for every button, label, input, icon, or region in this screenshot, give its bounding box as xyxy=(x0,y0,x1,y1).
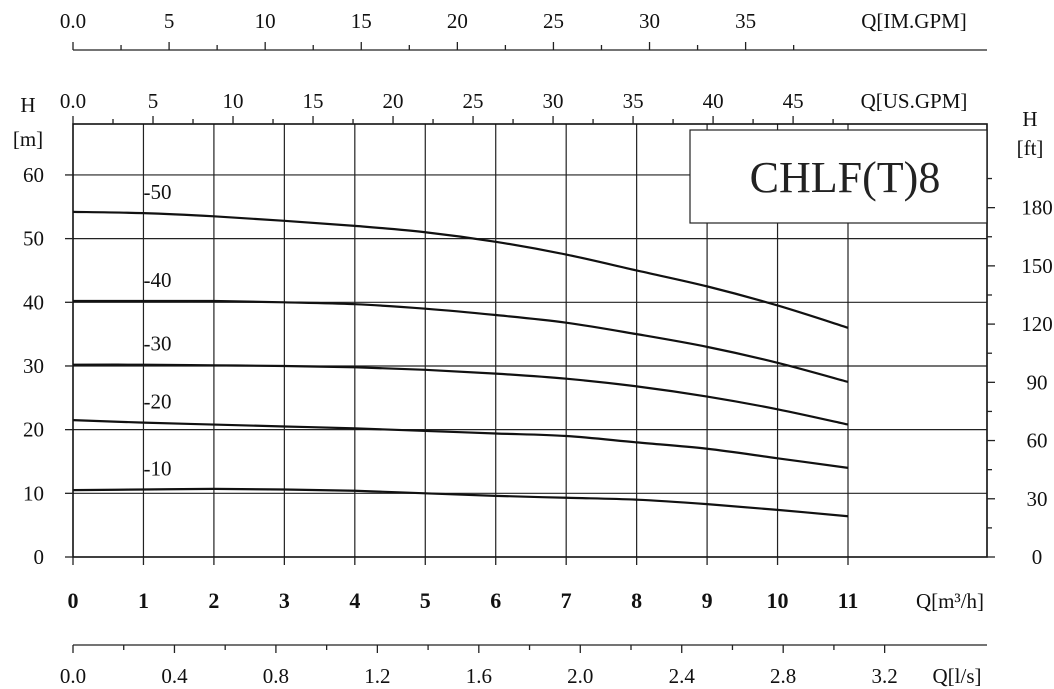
curve-series-3 xyxy=(72,418,849,469)
us-gpm-tick-label: 30 xyxy=(543,89,564,113)
us-gpm-axis-label: Q[US.GPM] xyxy=(861,89,968,113)
curve-labels: -50 -40 -30 -20 -10 xyxy=(144,180,172,480)
us-gpm-tick-label: 15 xyxy=(303,89,324,113)
right-tick-label: 150 xyxy=(1021,254,1053,278)
right-tick-label: 120 xyxy=(1021,312,1053,336)
curve-series-1 xyxy=(73,299,849,383)
right-tick-label: 30 xyxy=(1027,487,1048,511)
curve-series-0 xyxy=(72,210,849,329)
ls-tick-label: 1.6 xyxy=(466,664,492,688)
left-tick-label: 20 xyxy=(23,418,44,442)
bottom-tick-label: 3 xyxy=(279,588,290,613)
ls-tick-label: 0.4 xyxy=(161,664,188,688)
im-gpm-tick-label: 35 xyxy=(735,9,756,33)
curve-label-2: -30 xyxy=(144,332,172,356)
us-gpm-tick-label: 5 xyxy=(148,89,159,113)
curve-label-1: -40 xyxy=(144,268,172,292)
im-gpm-tick-label: 25 xyxy=(543,9,564,33)
im-gpm-tick-label: 15 xyxy=(351,9,372,33)
bottom-tick-label: 10 xyxy=(767,588,789,613)
us-gpm-tick-label: 10 xyxy=(223,89,244,113)
bottom-tick-label: 8 xyxy=(631,588,642,613)
us-gpm-tick-label: 25 xyxy=(463,89,484,113)
right-axis-label-h: H xyxy=(1022,107,1037,131)
right-tick-label: 180 xyxy=(1021,196,1053,220)
curve-series-4 xyxy=(72,487,849,518)
im-gpm-tick-label: 30 xyxy=(639,9,660,33)
bottom-tick-label: 7 xyxy=(561,588,572,613)
left-tick-label: 40 xyxy=(23,290,44,314)
bottom-tick-label: 0 xyxy=(68,588,79,613)
left-axis-label-unit: [m] xyxy=(13,127,43,151)
ls-axis-label: Q[l/s] xyxy=(933,664,982,688)
curve-series-2 xyxy=(72,363,849,426)
left-axis-label-h: H xyxy=(20,93,35,117)
im-gpm-axis-label: Q[IM.GPM] xyxy=(861,9,967,33)
right-tick-label: 90 xyxy=(1027,370,1048,394)
bottom-axis: Q[m³/h] 0 1 2 3 4 5 6 7 8 9 10 11 xyxy=(68,557,984,613)
ls-tick-label: 0.8 xyxy=(263,664,289,688)
right-axis: H [ft] 0 30 60 90 120 150 180 xyxy=(986,107,1053,569)
us-gpm-tick-label: 40 xyxy=(703,89,724,113)
ls-axis: Q[l/s] 0.0 0.4 0.8 1.2 1.6 2.0 2.4 2.8 3.2 xyxy=(60,644,987,688)
chart-title: CHLF(T)8 xyxy=(750,153,941,202)
ls-tick-label: 2.8 xyxy=(770,664,796,688)
curve-label-4: -10 xyxy=(144,457,172,481)
bottom-tick-label: 11 xyxy=(838,588,859,613)
ls-tick-label: 3.2 xyxy=(872,664,898,688)
bottom-tick-label: 2 xyxy=(208,588,219,613)
us-gpm-axis: Q[US.GPM] 0.0 5 10 15 20 25 30 35 40 45 xyxy=(60,89,968,124)
bottom-tick-label: 1 xyxy=(138,588,149,613)
right-tick-label: 0 xyxy=(1032,545,1043,569)
curves xyxy=(72,210,849,518)
bottom-axis-label: Q[m³/h] xyxy=(916,589,984,613)
curve-label-0: -50 xyxy=(144,180,172,204)
us-gpm-tick-label: 45 xyxy=(783,89,804,113)
ls-tick-label: 2.0 xyxy=(567,664,593,688)
curve-label-3: -20 xyxy=(144,390,172,414)
im-gpm-tick-label: 5 xyxy=(164,9,175,33)
left-axis: H [m] 0 10 20 30 40 50 60 xyxy=(13,93,73,569)
ls-tick-label: 1.2 xyxy=(364,664,390,688)
title-box: CHLF(T)8 xyxy=(689,129,988,224)
left-tick-label: 60 xyxy=(23,163,44,187)
im-gpm-tick-label: 0.0 xyxy=(60,9,86,33)
im-gpm-axis: Q[IM.GPM] 0.0 5 10 15 20 25 30 35 xyxy=(60,9,987,51)
bottom-tick-label: 5 xyxy=(420,588,431,613)
ls-tick-label: 2.4 xyxy=(669,664,696,688)
left-tick-label: 30 xyxy=(23,354,44,378)
us-gpm-tick-label: 35 xyxy=(623,89,644,113)
bottom-tick-label: 9 xyxy=(702,588,713,613)
left-tick-label: 50 xyxy=(23,227,44,251)
bottom-tick-label: 6 xyxy=(490,588,501,613)
bottom-tick-label: 4 xyxy=(349,588,360,613)
left-tick-label: 10 xyxy=(23,481,44,505)
im-gpm-tick-label: 20 xyxy=(447,9,468,33)
us-gpm-tick-label: 20 xyxy=(383,89,404,113)
right-tick-label: 60 xyxy=(1027,429,1048,453)
im-gpm-tick-label: 10 xyxy=(255,9,276,33)
us-gpm-tick-label: 0.0 xyxy=(60,89,86,113)
ls-tick-label: 0.0 xyxy=(60,664,86,688)
right-axis-label-unit: [ft] xyxy=(1017,136,1044,160)
left-tick-label: 0 xyxy=(34,545,45,569)
